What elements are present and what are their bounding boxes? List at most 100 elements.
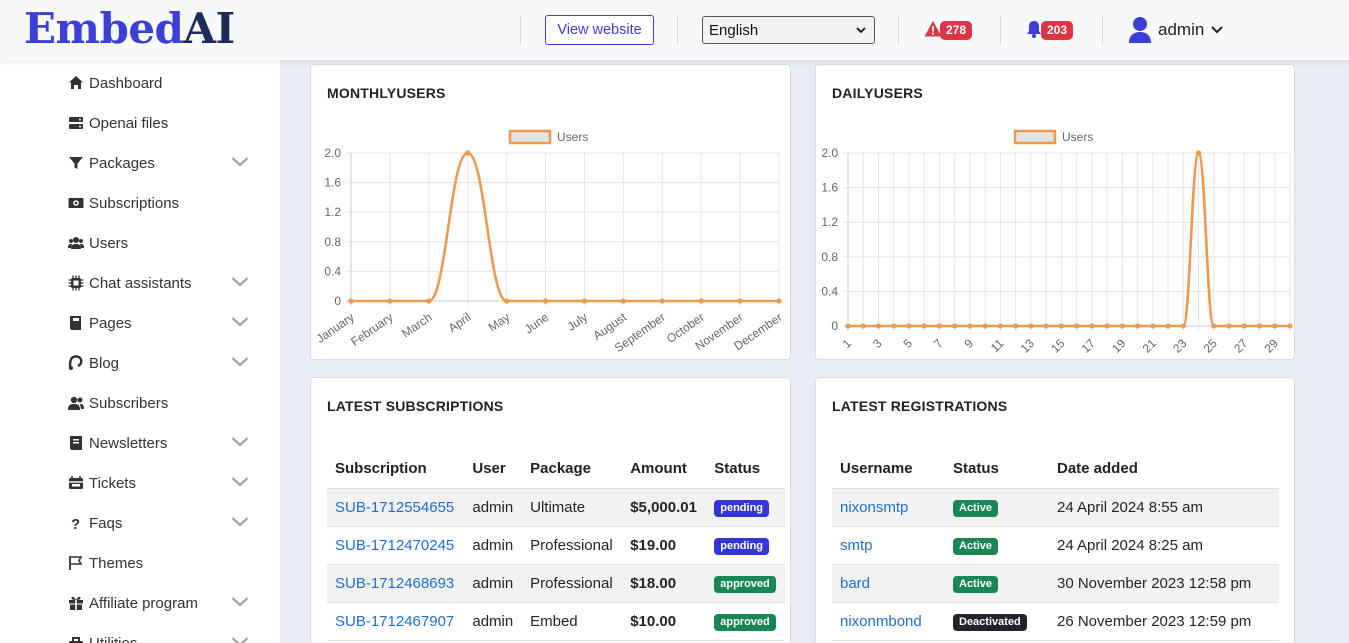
language-select[interactable]: English xyxy=(702,16,875,44)
legend-label: Users xyxy=(1062,130,1093,144)
user-menu[interactable]: admin xyxy=(1128,16,1224,44)
x-tick-label: July xyxy=(565,310,591,334)
column-header: Date added xyxy=(1049,450,1279,489)
subscription-link[interactable]: SUB-1712470245 xyxy=(335,536,455,554)
registrations-table: Username Status Date added nixonsmtp Acti… xyxy=(832,450,1279,641)
logo[interactable]: EmbedAI xyxy=(24,4,235,53)
y-tick-label: 0 xyxy=(831,319,838,333)
sidebar-item-chat-assistants[interactable]: Chat assistants xyxy=(68,271,253,295)
sidebar-item-subscribers[interactable]: Subscribers xyxy=(68,391,253,415)
card-title: LATEST REGISTRATIONS xyxy=(832,398,1008,414)
subscription-cell: SUB-1712468693 xyxy=(327,564,465,603)
sidebar-item-label: Pages xyxy=(89,314,132,332)
sidebar-item-packages[interactable]: Packages xyxy=(68,151,253,175)
username-link[interactable]: nixonsmtp xyxy=(840,498,909,516)
data-point xyxy=(542,298,549,304)
x-tick-label: 17 xyxy=(1079,336,1099,356)
data-point xyxy=(1104,323,1110,329)
sidebar-item-subscriptions[interactable]: Subscriptions xyxy=(68,191,253,215)
sidebar-item-label: Users xyxy=(89,234,129,252)
date-cell: 24 April 2024 8:55 am xyxy=(1049,488,1279,527)
status-cell: Active xyxy=(945,526,1049,565)
table-row: SUB-1712554655 admin Ultimate $5,000.01 pend… xyxy=(327,488,785,527)
table-row: bard Active 30 November 2023 12:58 pm xyxy=(832,564,1279,603)
y-tick-label: 0 xyxy=(334,294,341,308)
server-icon xyxy=(68,115,84,131)
gift-icon xyxy=(68,595,84,611)
sidebar-item-label: Affiliate program xyxy=(89,594,198,612)
date-cell: 26 November 2023 12:59 pm xyxy=(1049,602,1279,641)
sidebar-item-affiliate-program[interactable]: Affiliate program xyxy=(68,591,253,615)
user-cell: admin xyxy=(464,602,523,641)
data-point xyxy=(1119,323,1125,329)
subscription-link[interactable]: SUB-1712467907 xyxy=(335,612,455,630)
y-tick-label: 0.4 xyxy=(821,284,838,298)
data-point xyxy=(906,323,912,329)
legend-swatch xyxy=(1013,129,1057,145)
data-point xyxy=(348,298,354,304)
x-tick-label: 29 xyxy=(1262,336,1282,356)
column-header: Status xyxy=(706,450,785,489)
y-tick-label: 1.2 xyxy=(324,205,341,219)
divider xyxy=(1102,15,1103,45)
status-cell: Deactivated xyxy=(945,602,1049,641)
y-tick-label: 1.6 xyxy=(324,176,341,190)
table-row: nixonmbond Deactivated 26 November 2023 12… xyxy=(832,602,1279,641)
sidebar-item-blog[interactable]: Blog xyxy=(68,351,253,375)
chevron-down-icon[interactable] xyxy=(231,315,249,329)
sidebar-item-newsletters[interactable]: Newsletters xyxy=(68,431,253,455)
alert-triangle-icon[interactable] xyxy=(924,20,942,38)
subscription-link[interactable]: SUB-1712468693 xyxy=(335,574,455,592)
subscription-link[interactable]: SUB-1712554655 xyxy=(335,498,455,516)
username-cell: bard xyxy=(832,564,945,603)
x-tick-label: 9 xyxy=(961,336,976,351)
date-cell: 24 April 2024 8:25 am xyxy=(1049,526,1279,565)
flag-icon xyxy=(68,555,84,571)
x-tick-label: May xyxy=(486,310,513,334)
sidebar-item-label: Openai files xyxy=(89,114,169,132)
chevron-down-icon[interactable] xyxy=(231,155,249,169)
status-cell: Active xyxy=(945,564,1049,603)
view-website-button[interactable]: View website xyxy=(545,15,654,45)
subscriptions-table: Subscription User Package Amount Status … xyxy=(327,450,785,641)
sidebar-item-dashboard[interactable]: Dashboard xyxy=(68,71,253,95)
username-link[interactable]: smtp xyxy=(840,536,873,554)
divider xyxy=(1000,15,1001,45)
sidebar-item-tickets[interactable]: Tickets xyxy=(68,471,253,495)
table-row: SUB-1712467907 admin Embed $10.00 approved xyxy=(327,602,785,641)
chevron-down-icon[interactable] xyxy=(231,475,249,489)
chevron-down-icon[interactable] xyxy=(231,275,249,289)
chevron-down-icon[interactable] xyxy=(231,635,249,643)
y-tick-label: 0.4 xyxy=(324,264,341,278)
x-tick-label: March xyxy=(399,310,434,341)
data-point xyxy=(426,298,432,304)
username-link[interactable]: nixonmbond xyxy=(840,612,922,630)
sidebar-item-faqs[interactable]: ? Faqs xyxy=(68,511,253,535)
sidebar-item-utilities[interactable]: Utilities xyxy=(68,631,253,643)
sidebar-item-users[interactable]: Users xyxy=(68,231,253,255)
data-point xyxy=(1089,323,1095,329)
chevron-down-icon[interactable] xyxy=(231,355,249,369)
alerts-badge: 278 xyxy=(940,21,973,40)
data-point xyxy=(1180,323,1186,329)
status-badge: Active xyxy=(953,575,999,593)
sidebar-item-openai-files[interactable]: Openai files xyxy=(68,111,253,135)
data-point xyxy=(875,323,882,329)
sidebar-item-label: Newsletters xyxy=(89,434,168,452)
chevron-down-icon[interactable] xyxy=(231,435,249,449)
data-point xyxy=(997,323,1004,329)
y-tick-label: 1.2 xyxy=(821,215,838,229)
sidebar-item-themes[interactable]: Themes xyxy=(68,551,253,575)
username-link[interactable]: bard xyxy=(840,574,871,592)
sidebar-item-label: Subscribers xyxy=(89,394,169,412)
status-cell: pending xyxy=(706,526,785,565)
bell-icon[interactable] xyxy=(1025,20,1043,38)
ticket-icon xyxy=(68,475,84,491)
package-cell: Professional xyxy=(522,564,623,603)
legend-swatch xyxy=(508,129,552,145)
chevron-down-icon xyxy=(856,27,866,34)
chevron-down-icon[interactable] xyxy=(231,515,249,529)
chevron-down-icon[interactable] xyxy=(231,595,249,609)
table-row: smtp Active 24 April 2024 8:25 am xyxy=(832,526,1279,565)
sidebar-item-pages[interactable]: Pages xyxy=(68,311,253,335)
